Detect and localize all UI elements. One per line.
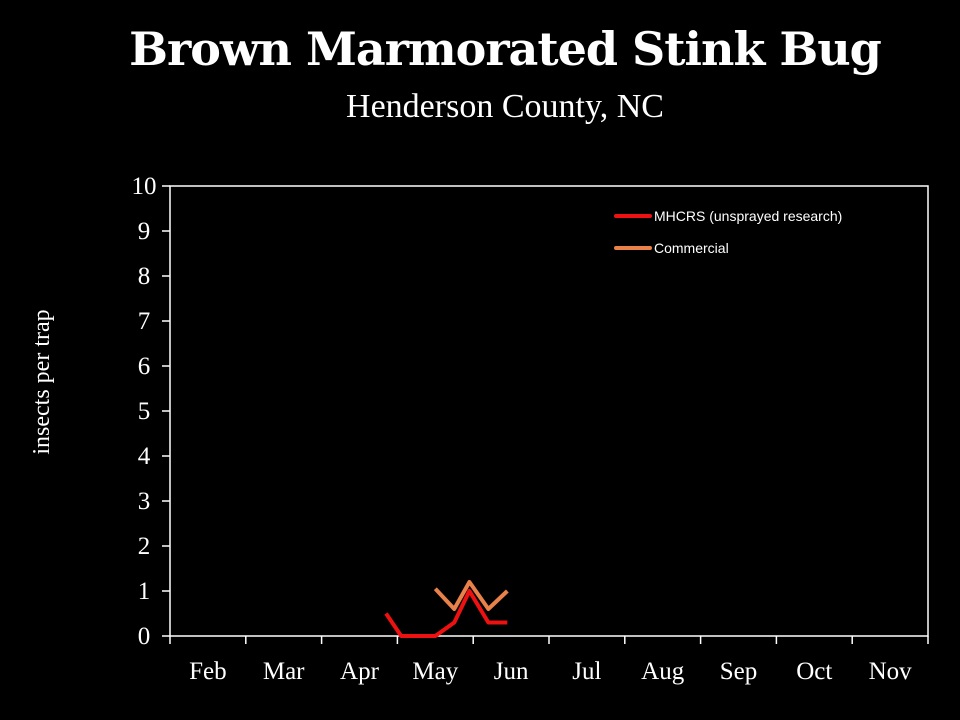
x-tick-label: Jul bbox=[572, 658, 601, 685]
y-tick-label: 8 bbox=[138, 263, 151, 290]
y-tick-label: 2 bbox=[138, 533, 151, 560]
y-tick-label: 6 bbox=[138, 353, 151, 380]
x-tick-label: May bbox=[412, 658, 458, 685]
chart-subtitle: Henderson County, NC bbox=[346, 88, 664, 125]
legend-label: MHCRS (unsprayed research) bbox=[654, 208, 842, 224]
series-group bbox=[384, 580, 509, 638]
series-line-mhcrs bbox=[384, 589, 508, 638]
x-tick-label: Nov bbox=[869, 658, 913, 685]
legend-label: Commercial bbox=[654, 240, 729, 256]
x-tick-label: Oct bbox=[796, 658, 832, 685]
plot-area bbox=[169, 185, 929, 637]
x-tick-label: Aug bbox=[641, 658, 685, 685]
y-tick-label: 1 bbox=[138, 578, 151, 605]
series-line-commercial bbox=[433, 580, 509, 611]
y-tick-label: 3 bbox=[138, 488, 151, 515]
chart-title: Brown Marmorated Stink Bug bbox=[129, 22, 882, 76]
x-axis: Feb Mar Apr May Jun Jul Aug Sep Oct Nov bbox=[169, 636, 929, 685]
y-tick-label: 10 bbox=[132, 173, 157, 200]
x-tick-label: Apr bbox=[340, 658, 380, 685]
y-tick-label: 4 bbox=[138, 443, 151, 470]
y-axis-label: insects per trap bbox=[29, 309, 55, 454]
y-tick-label: 0 bbox=[138, 623, 151, 650]
y-tick-label: 5 bbox=[138, 398, 151, 425]
y-tick-label: 7 bbox=[138, 308, 151, 335]
x-tick-label: Sep bbox=[720, 658, 758, 685]
y-axis: 0 1 2 3 4 5 6 7 8 9 10 bbox=[132, 173, 170, 650]
x-tick-label: Mar bbox=[263, 658, 305, 685]
x-tick-label: Jun bbox=[494, 658, 529, 685]
y-tick-label: 9 bbox=[138, 218, 151, 245]
x-tick-label: Feb bbox=[189, 658, 227, 685]
legend: MHCRS (unsprayed research) Commercial bbox=[614, 208, 842, 256]
